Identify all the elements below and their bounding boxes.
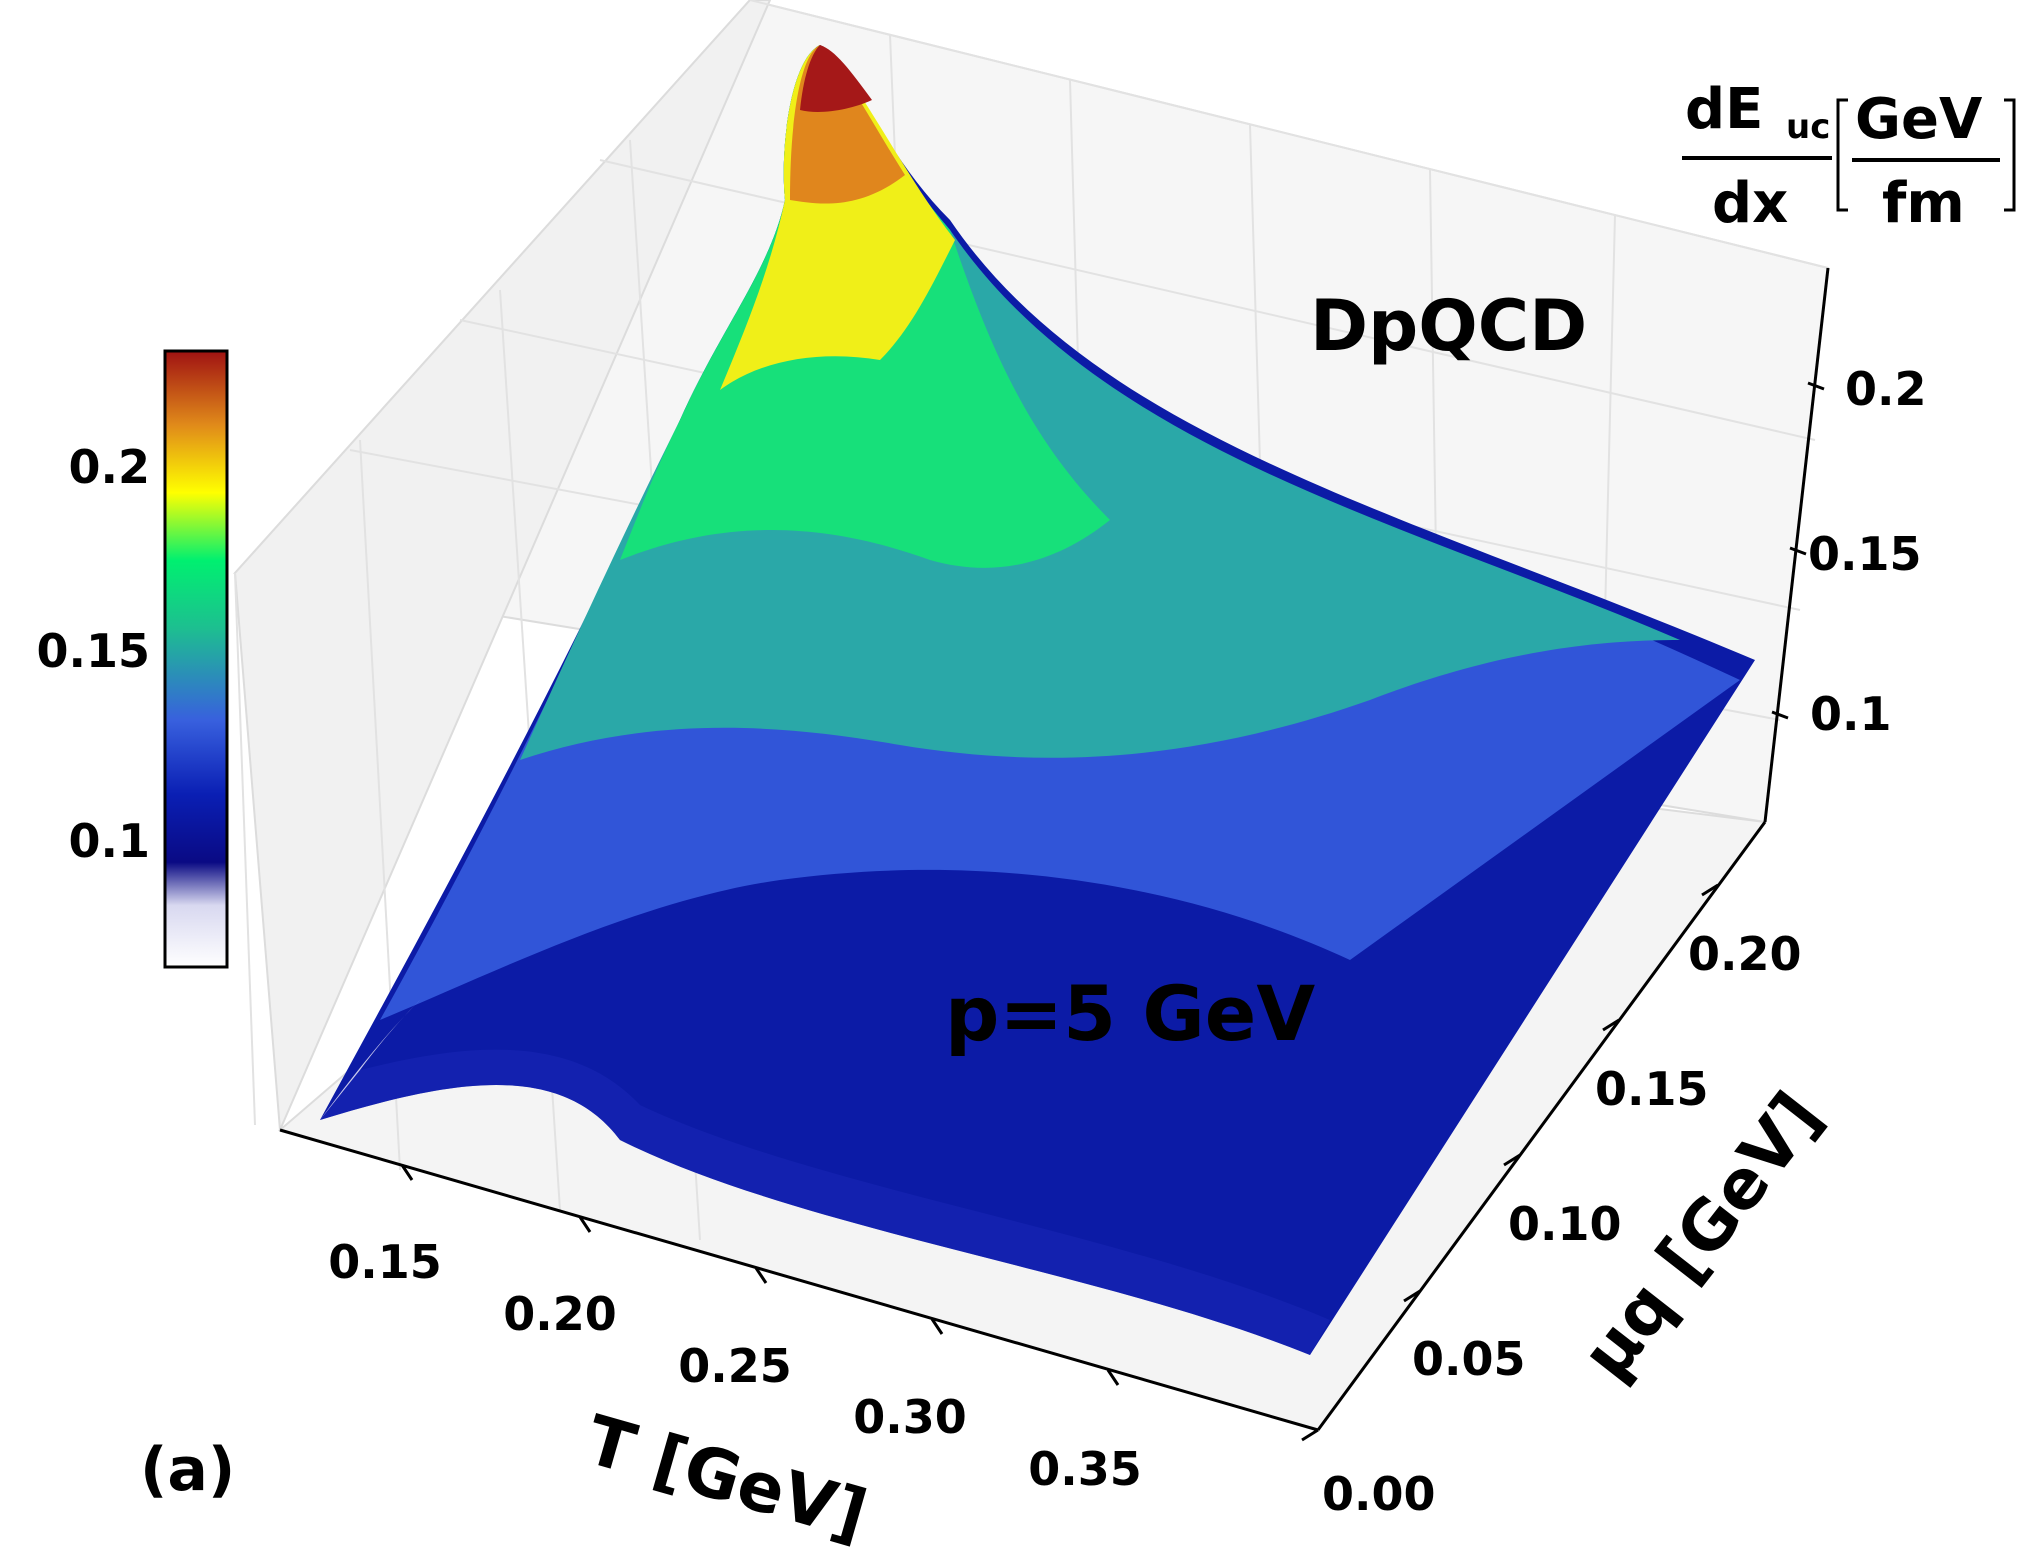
- z-label-unit-denominator: fm: [1882, 171, 1965, 236]
- x-tick: [930, 1318, 944, 1335]
- z-axis-line: [1763, 267, 1830, 823]
- y-tick: [1503, 1153, 1521, 1167]
- z-label-subscript: uc: [1786, 107, 1830, 147]
- y-tick-label: 0.05: [1412, 1332, 1526, 1386]
- colorbar-tick-label: 0.1: [69, 814, 151, 868]
- z-ticks: [1771, 381, 1825, 720]
- x-tick-label: 0.20: [503, 1287, 617, 1341]
- z-label-denominator: dx: [1712, 171, 1788, 236]
- surface-region-peak: [800, 45, 872, 112]
- y-tick-label: 0.10: [1508, 1197, 1622, 1251]
- y-tick-labels: 0.00 0.05 0.10 0.15 0.20: [1322, 927, 1802, 1521]
- x-tick-label: 0.15: [328, 1235, 442, 1289]
- z-label-bracket-left: [1836, 98, 1848, 212]
- x-ticks: [400, 1164, 1120, 1386]
- z-tick: [1807, 381, 1825, 391]
- colorbar-tick-label: 0.15: [37, 624, 151, 678]
- y-tick-label: 0.00: [1322, 1467, 1436, 1521]
- colorbar: 0.1 0.15 0.2: [37, 349, 229, 969]
- back-pane-left: [233, 0, 772, 1131]
- x-tick-labels: 0.15 0.20 0.25 0.30 0.35: [328, 1235, 1142, 1496]
- axes: [279, 267, 1830, 1432]
- z-tick-labels: 0.1 0.15 0.2: [1808, 362, 1927, 741]
- z-label-numerator: dE: [1685, 77, 1763, 142]
- z-tick: [1789, 546, 1807, 556]
- y-ticks: [1301, 883, 1719, 1442]
- z-axis-label: dE uc dx GeV fm: [1682, 77, 2016, 236]
- y-tick: [1403, 1289, 1421, 1303]
- colorbar-tick-label: 0.2: [69, 440, 151, 494]
- annotation-momentum: p=5 GeV: [945, 969, 1315, 1058]
- annotation-model: DpQCD: [1310, 285, 1587, 367]
- grid-line: [749, 0, 1829, 269]
- y-tick: [1701, 883, 1719, 897]
- z-label-bracket-right: [2004, 98, 2016, 212]
- y-tick: [1301, 1428, 1319, 1442]
- x-tick: [578, 1216, 592, 1233]
- x-tick-label: 0.35: [1028, 1442, 1142, 1496]
- y-tick-label: 0.15: [1595, 1062, 1709, 1116]
- x-tick-label: 0.25: [678, 1339, 792, 1393]
- grid-line: [234, 572, 256, 1126]
- x-tick-label: 0.30: [853, 1390, 967, 1444]
- z-tick-label: 0.2: [1845, 362, 1927, 416]
- y-tick-label: 0.20: [1688, 927, 1802, 981]
- surface-region-yellow: [720, 45, 955, 390]
- surface-edge-dark: [320, 1049, 1330, 1355]
- z-tick: [1771, 710, 1789, 720]
- y-axis-line: [1316, 821, 1767, 1431]
- x-tick: [400, 1164, 414, 1181]
- panel-label: (a): [140, 1435, 235, 1505]
- x-tick: [1106, 1369, 1120, 1386]
- x-axis-line: [279, 1128, 1319, 1432]
- z-tick-label: 0.15: [1808, 527, 1922, 581]
- y-tick: [1602, 1018, 1620, 1032]
- colorbar-gradient: [163, 349, 229, 969]
- colorbar-ticks: 0.1 0.15 0.2: [37, 440, 151, 868]
- surface: [320, 45, 1755, 1355]
- z-tick-label: 0.1: [1810, 687, 1892, 741]
- z-label-unit-numerator: GeV: [1855, 87, 1983, 152]
- x-tick: [754, 1267, 768, 1284]
- x-axis-label: T [GeV]: [577, 1401, 874, 1549]
